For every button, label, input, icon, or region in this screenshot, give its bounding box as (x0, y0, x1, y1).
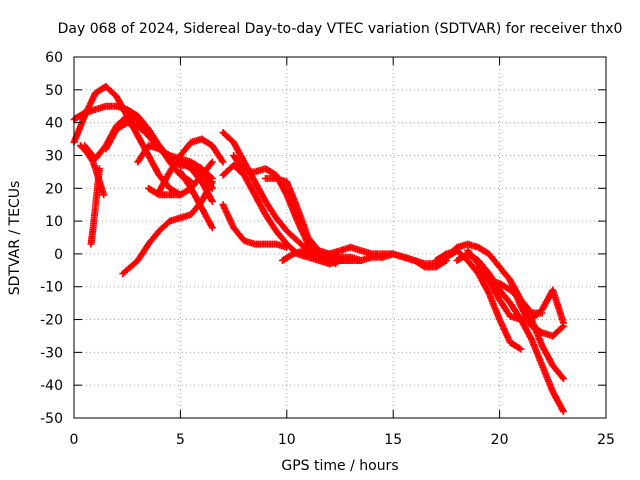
x-tick-label: 20 (491, 432, 509, 448)
y-tick-label: 50 (45, 83, 63, 99)
x-tick-label: 10 (278, 432, 296, 448)
y-tick-label: -40 (40, 378, 63, 394)
chart-title: Day 068 of 2024, Sidereal Day-to-day VTE… (58, 21, 623, 37)
series-track-25 (506, 276, 567, 340)
y-tick-label: 10 (45, 214, 63, 230)
y-tick-label: 20 (45, 181, 63, 197)
y-tick-label: 30 (45, 148, 63, 164)
tick-labels: -50 -40 -30 -20 -10 0 10 20 30 40 50 60 0 5 10 15 20 25 (40, 50, 615, 448)
axis-ticks (73, 56, 607, 419)
data-points (155, 135, 227, 196)
plot-border (73, 56, 607, 419)
y-tick-label: -50 (40, 411, 63, 427)
data-points (176, 168, 216, 232)
series-track-14 (219, 201, 291, 251)
y-tick-label: -20 (40, 313, 63, 329)
y-tick-label: -30 (40, 345, 63, 361)
x-axis-title: GPS time / hours (281, 458, 398, 474)
series-track-11 (176, 168, 216, 232)
data-points (219, 201, 291, 251)
data-series (70, 83, 567, 415)
y-tick-label: 0 (54, 247, 63, 263)
data-points (87, 165, 103, 248)
series-track-4 (87, 165, 103, 248)
y-tick-label: 60 (45, 50, 63, 66)
x-tick-label: 25 (597, 432, 615, 448)
data-points (506, 276, 567, 340)
x-tick-label: 0 (70, 432, 79, 448)
data-points (325, 250, 450, 271)
data-points (474, 263, 567, 327)
y-tick-label: 40 (45, 116, 63, 132)
x-tick-label: 15 (384, 432, 402, 448)
x-tick-label: 5 (176, 432, 185, 448)
series-track-24 (474, 263, 567, 327)
series-track-10 (155, 135, 227, 196)
series-track-19 (325, 250, 450, 271)
y-axis-title: SDTVAR / TECUs (7, 181, 23, 296)
y-tick-label: -10 (40, 280, 63, 296)
